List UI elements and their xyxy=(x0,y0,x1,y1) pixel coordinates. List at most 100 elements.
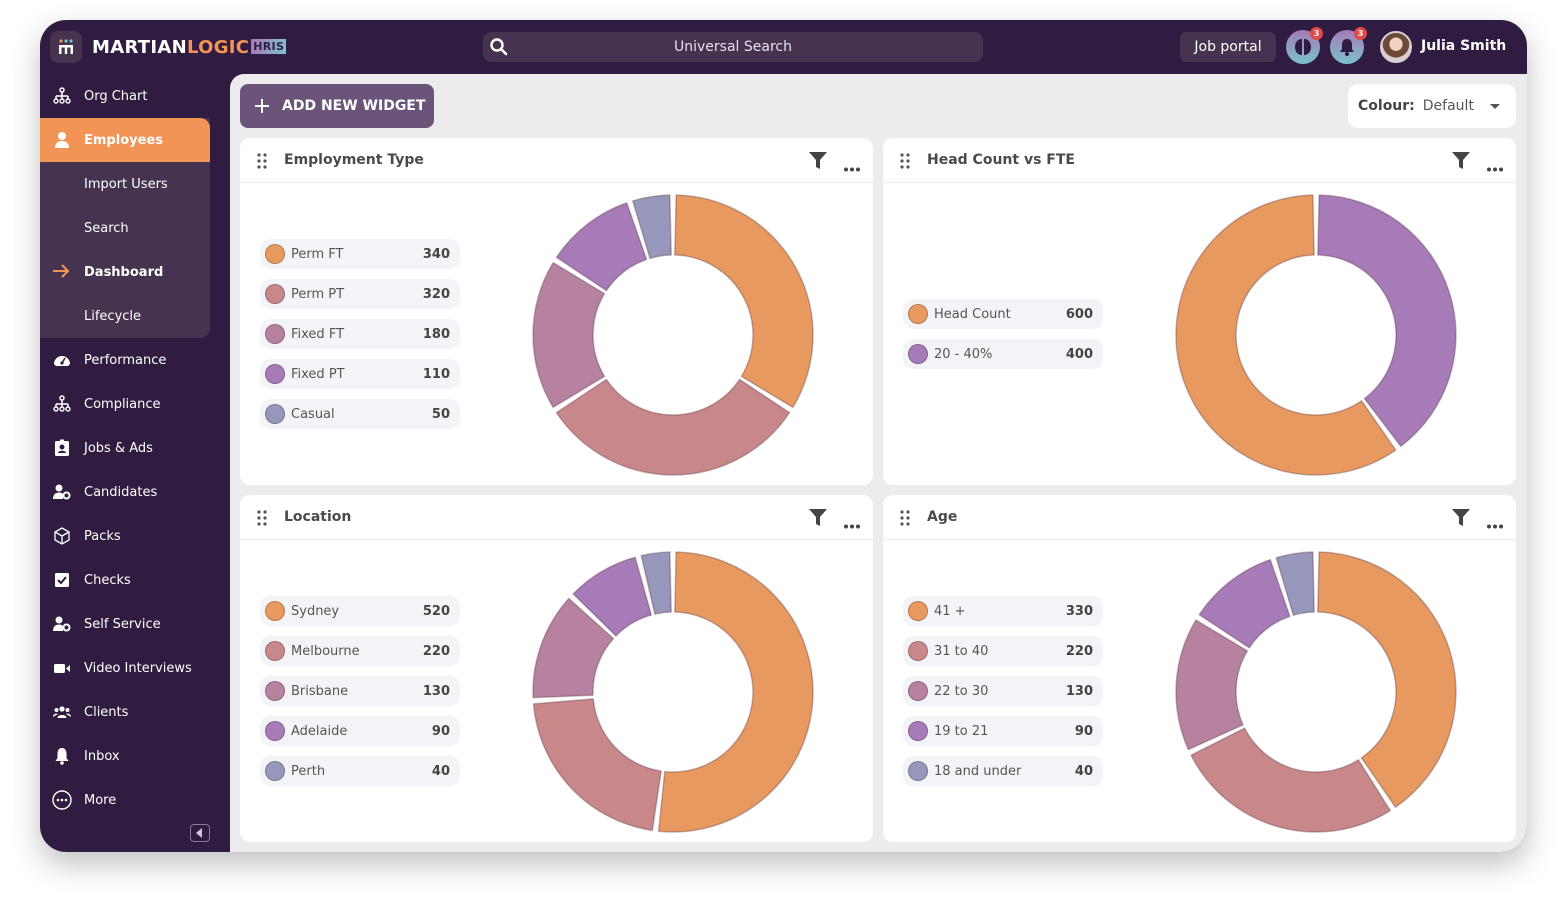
notifications-button[interactable]: 3 xyxy=(1330,27,1367,64)
widget-header: Head Count vs FTE xyxy=(883,138,1516,183)
legend-item[interactable]: Brisbane 130 xyxy=(260,676,460,706)
sidebar-item-video-interviews[interactable]: Video Interviews xyxy=(40,646,210,690)
legend-item[interactable]: Sydney 520 xyxy=(260,596,460,626)
legend-item[interactable]: Melbourne 220 xyxy=(260,636,460,666)
sidebar-item-lifecycle[interactable]: Lifecycle xyxy=(40,294,210,338)
legend-item[interactable]: Fixed PT 110 xyxy=(260,359,460,389)
brand-logo[interactable]: MARTIANLOGIC HRIS xyxy=(92,37,287,58)
legend-item[interactable]: Perm FT 340 xyxy=(260,239,460,269)
users-icon xyxy=(40,703,84,721)
legend-item[interactable]: Perth 40 xyxy=(260,756,460,786)
donut-slice-perth[interactable] xyxy=(640,551,672,615)
sidebar-item-dashboard[interactable]: Dashboard xyxy=(40,250,210,294)
drag-handle-icon[interactable] xyxy=(899,152,911,174)
filter-icon[interactable] xyxy=(1452,509,1470,530)
legend-value: 110 xyxy=(422,366,450,382)
legend-swatch xyxy=(265,601,285,621)
legend-item[interactable]: Head Count 600 xyxy=(903,299,1103,329)
brand-tag: HRIS xyxy=(251,39,287,54)
user-gear-icon xyxy=(40,483,84,501)
donut-slice-perm-pt[interactable] xyxy=(555,378,791,476)
user-name[interactable]: Julia Smith xyxy=(1421,38,1507,54)
legend-item[interactable]: 31 to 40 220 xyxy=(903,636,1103,666)
widget-title: Employment Type xyxy=(284,152,424,168)
legend-item[interactable]: 18 and under 40 xyxy=(903,756,1103,786)
legend-swatch xyxy=(265,364,285,384)
donut-slice-head-count[interactable] xyxy=(1175,194,1397,476)
more-options-icon[interactable] xyxy=(1486,157,1504,176)
donut-slice-22-to-30[interactable] xyxy=(1175,619,1249,751)
legend-item[interactable]: Casual 50 xyxy=(260,399,460,429)
collapse-arrow-icon xyxy=(196,828,202,838)
more-options-icon[interactable] xyxy=(843,514,861,533)
filter-icon[interactable] xyxy=(809,152,827,173)
legend-swatch xyxy=(265,404,285,424)
drag-handle-icon[interactable] xyxy=(256,152,268,174)
job-portal-button[interactable]: Job portal xyxy=(1180,32,1276,62)
drag-handle-icon[interactable] xyxy=(899,509,911,531)
donut-slice-18-and-under[interactable] xyxy=(1275,551,1315,617)
legend-item[interactable]: Fixed FT 180 xyxy=(260,319,460,349)
drag-handle-icon[interactable] xyxy=(256,509,268,531)
sidebar-item-more[interactable]: More xyxy=(40,778,210,822)
donut-slice-casual[interactable] xyxy=(631,194,672,260)
sidebar-item-employees[interactable]: Employees xyxy=(40,118,210,162)
donut-slice-fixed-ft[interactable] xyxy=(532,261,606,409)
sidebar-item-clients[interactable]: Clients xyxy=(40,690,210,734)
donut-slice-brisbane[interactable] xyxy=(532,597,615,699)
more-options-icon[interactable] xyxy=(1486,514,1504,533)
sidebar-item-label: Self Service xyxy=(84,616,161,632)
sidebar-item-jobs-ads[interactable]: Jobs & Ads xyxy=(40,426,210,470)
user-avatar[interactable] xyxy=(1380,31,1412,63)
sidebar-item-packs[interactable]: Packs xyxy=(40,514,210,558)
colour-select[interactable]: Colour: Default xyxy=(1348,84,1516,128)
add-widget-button[interactable]: ADD NEW WIDGET xyxy=(240,84,434,128)
universal-search-input[interactable]: Universal Search xyxy=(483,32,983,62)
donut-slice-sydney[interactable] xyxy=(657,551,814,833)
sidebar-item-candidates[interactable]: Candidates xyxy=(40,470,210,514)
more-options-icon[interactable] xyxy=(843,157,861,176)
legend-item[interactable]: 20 - 40% 400 xyxy=(903,339,1103,369)
sidebar-item-label: Org Chart xyxy=(84,88,148,104)
sidebar-item-search[interactable]: Search xyxy=(40,206,210,250)
sidebar-item-checks[interactable]: Checks xyxy=(40,558,210,602)
donut-slice-31-to-40[interactable] xyxy=(1190,727,1392,833)
gauge-icon xyxy=(40,351,84,369)
filter-icon[interactable] xyxy=(1452,152,1470,173)
collapse-sidebar-button[interactable] xyxy=(190,824,210,842)
sidebar-item-import-users[interactable]: Import Users xyxy=(40,162,210,206)
legend-item[interactable]: 22 to 30 130 xyxy=(903,676,1103,706)
donut-slice-perm-ft[interactable] xyxy=(674,194,814,409)
legend-item[interactable]: Adelaide 90 xyxy=(260,716,460,746)
legend-item[interactable]: Perm PT 320 xyxy=(260,279,460,309)
donut-chart xyxy=(1175,194,1457,476)
chevron-down-icon xyxy=(1490,104,1500,109)
sidebar-item-label: Inbox xyxy=(84,748,120,764)
legend-item[interactable]: 41 + 330 xyxy=(903,596,1103,626)
more-circle-icon xyxy=(40,790,84,810)
legend-value: 220 xyxy=(1065,643,1093,659)
legend-label: 41 + xyxy=(934,603,966,619)
legend-label: 20 - 40% xyxy=(934,346,993,362)
donut-slice-20-40[interactable] xyxy=(1317,194,1457,448)
legend-label: Fixed PT xyxy=(291,366,345,382)
donut-slice-fixed-pt[interactable] xyxy=(555,202,648,292)
sidebar-item-performance[interactable]: Performance xyxy=(40,338,210,382)
filter-icon[interactable] xyxy=(809,509,827,530)
id-badge-icon xyxy=(40,439,84,457)
donut-slice-adelaide[interactable] xyxy=(572,556,653,637)
sidebar-item-label: Checks xyxy=(84,572,131,588)
sidebar: Org Chart Employees Import Users Search Dash… xyxy=(40,74,230,852)
donut-slice-19-to-21[interactable] xyxy=(1198,558,1291,649)
sidebar-item-label: Packs xyxy=(84,528,121,544)
sidebar-item-org-chart[interactable]: Org Chart xyxy=(40,74,210,118)
sidebar-item-inbox[interactable]: Inbox xyxy=(40,734,210,778)
sidebar-item-compliance[interactable]: Compliance xyxy=(40,382,210,426)
donut-slice-melbourne[interactable] xyxy=(532,698,662,832)
sidebar-item-self-service[interactable]: Self Service xyxy=(40,602,210,646)
legend-item[interactable]: 19 to 21 90 xyxy=(903,716,1103,746)
legend-value: 50 xyxy=(431,406,450,422)
legend-value: 130 xyxy=(1065,683,1093,699)
donut-slice-41[interactable] xyxy=(1317,551,1457,808)
brain-button[interactable]: 3 xyxy=(1286,27,1323,64)
